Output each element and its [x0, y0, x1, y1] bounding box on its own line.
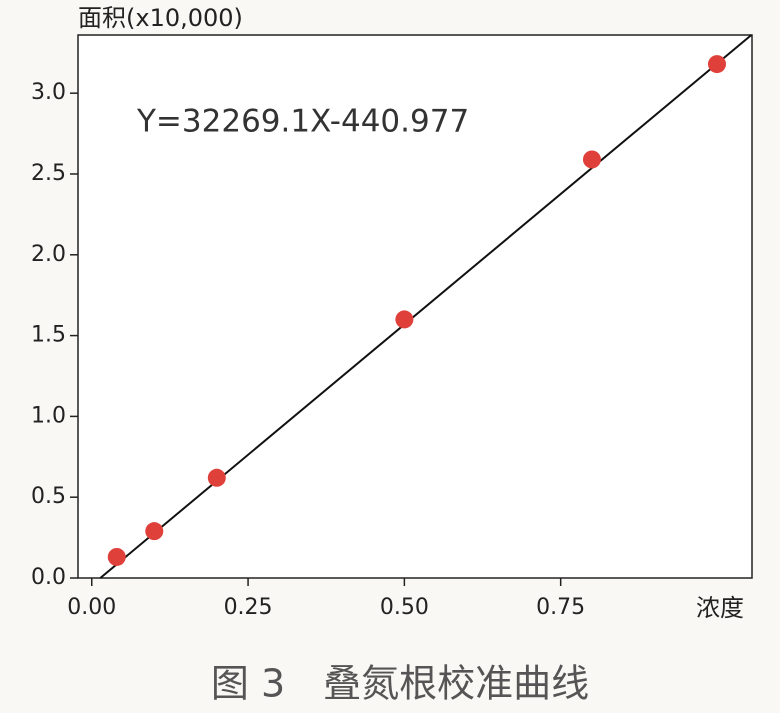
y-tick-label: 0.0: [31, 565, 66, 590]
data-point: [707, 55, 726, 74]
plot-area: [77, 34, 753, 579]
x-tick-label: 0.75: [536, 595, 585, 620]
data-point: [107, 547, 126, 566]
data-point: [207, 468, 226, 487]
caption: 图 3 叠氮根校准曲线: [211, 662, 589, 706]
y-tick-label: 0.5: [31, 484, 66, 509]
x-tick-label: 0.50: [380, 595, 429, 620]
data-point: [395, 310, 414, 329]
y-tick-label: 1.5: [31, 323, 66, 348]
fit-line: [99, 34, 753, 579]
data-point: [145, 522, 164, 541]
x-axis-label: 浓度: [696, 594, 744, 622]
y-tick-label: 2.5: [31, 161, 66, 186]
y-tick-label: 3.0: [31, 80, 66, 105]
y-axis-label: 面积(x10,000): [78, 4, 243, 32]
y-tick-label: 2.0: [31, 242, 66, 267]
equation: Y=32269.1X-440.977: [136, 104, 469, 140]
y-tick-label: 1.0: [31, 403, 66, 428]
data-point: [582, 150, 601, 169]
x-tick-label: 0.25: [224, 595, 273, 620]
x-tick-label: 0.00: [67, 595, 116, 620]
